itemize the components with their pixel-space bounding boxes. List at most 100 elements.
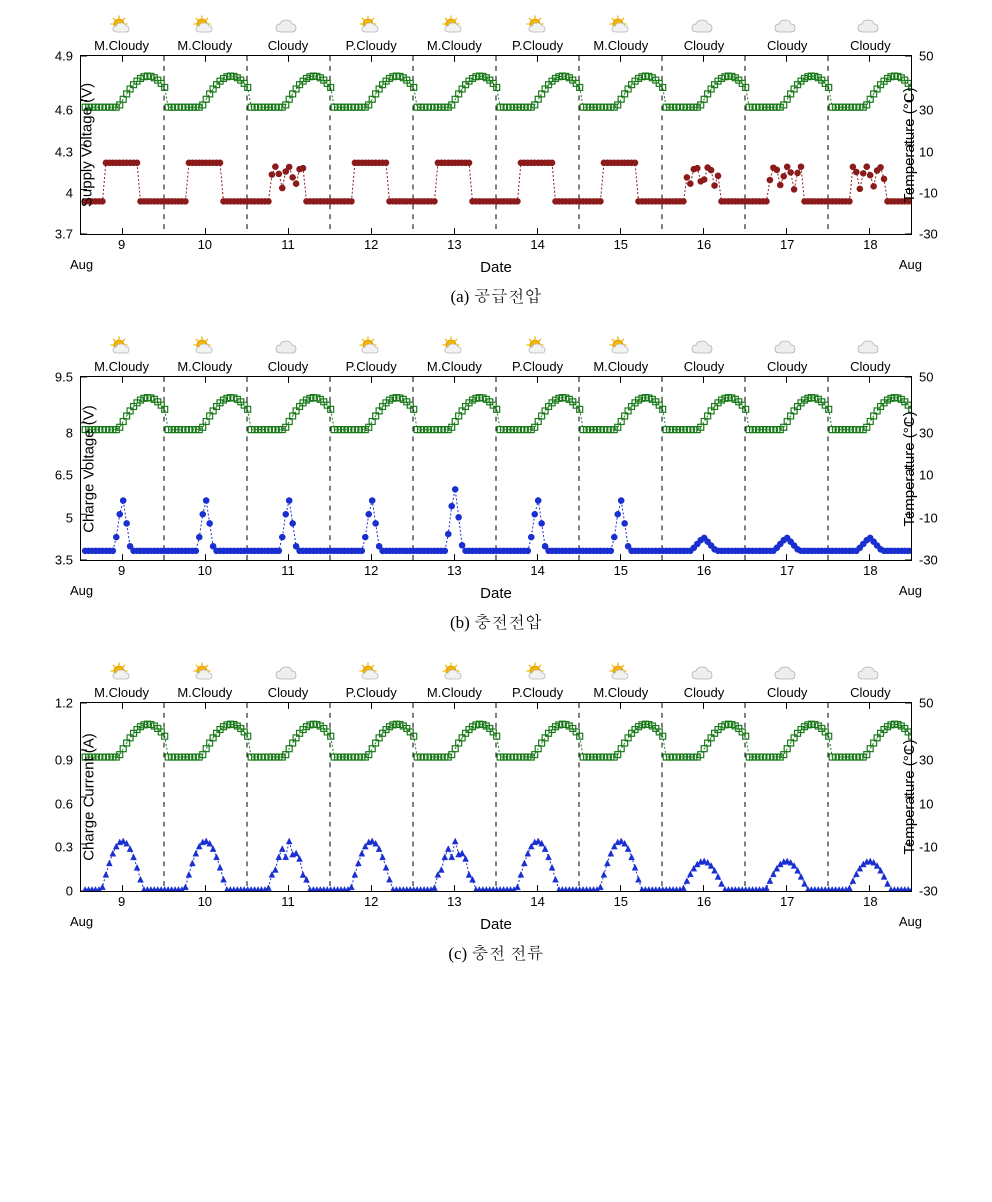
weather-label: M.Cloudy [177,685,232,700]
x-month-left: Aug [70,914,93,929]
cloudy-weather-icon [689,661,719,685]
y-axis-left-label: Charge Current (A) [80,733,97,861]
figure: M.Cloudy M.Cloudy Cloudy P.Cloudy M.Cloudy P.… [10,10,982,964]
cloudy-weather-icon [855,14,885,38]
y-axis-left: 9.586.553.5 [55,377,73,560]
weather-label: P.Cloudy [512,38,563,53]
y-tick: 0.9 [55,753,73,766]
cloudy-weather-icon [273,335,303,359]
y-axis-left: 1.20.90.60.30 [55,703,73,891]
x-axis-row: 9101112131415161718 [80,894,912,914]
y-tick: -30 [919,885,938,898]
y-axis-right-label: Temperature (°C) [901,411,918,526]
x-tick: 11 [281,894,295,909]
partly-weather-icon [190,14,220,38]
x-month-right: Aug [899,583,922,598]
weather-label: Cloudy [767,359,807,374]
y-tick: -10 [919,511,938,524]
x-tick: 10 [198,894,212,909]
weather-label: M.Cloudy [593,359,648,374]
partly-weather-icon [107,14,137,38]
x-tick: 15 [614,563,628,578]
panel-supply: M.CloudyM.CloudyCloudyP.CloudyM.CloudyP.… [10,10,982,307]
weather-label: Cloudy [684,359,724,374]
x-tick: 17 [780,237,794,252]
y-tick: -30 [919,554,938,567]
plot-wrap: M.CloudyM.CloudyCloudyP.CloudyM.CloudyP.… [80,10,912,275]
y-axis-right-label: Temperature (°C) [901,87,918,202]
partly-weather-icon [439,14,469,38]
weather-label: P.Cloudy [346,359,397,374]
weather-label: M.Cloudy [177,359,232,374]
x-month-left: Aug [70,257,93,272]
weather-icon-row [80,10,912,38]
partly-weather-icon [523,14,553,38]
partly-weather-icon [356,661,386,685]
weather-label: M.Cloudy [94,38,149,53]
y-axis-left-label: Supply Voltage (V) [79,83,96,207]
series-markers [82,486,911,553]
x-tick: 14 [530,237,544,252]
weather-label-row: M.CloudyM.CloudyCloudyP.CloudyM.CloudyP.… [80,359,912,374]
partly-weather-icon [606,14,636,38]
y-tick: 4.3 [55,145,73,158]
weather-icon-row [80,657,912,685]
cloudy-weather-icon [772,14,802,38]
x-tick: 12 [364,894,378,909]
weather-label: Cloudy [850,359,890,374]
series-markers [82,838,911,891]
x-tick: 17 [780,563,794,578]
x-tick: 9 [118,237,125,252]
plot-area: 9.586.553.5503010-10-30Charge Voltage (V… [80,376,912,561]
x-tick: 12 [364,563,378,578]
weather-label: M.Cloudy [94,359,149,374]
plot-wrap: M.CloudyM.CloudyCloudyP.CloudyM.CloudyP.… [80,331,912,601]
partly-weather-icon [523,335,553,359]
plot-area: 1.20.90.60.30503010-10-30Charge Current … [80,702,912,892]
y-tick: 8 [66,426,73,439]
partly-weather-icon [523,661,553,685]
partly-weather-icon [107,661,137,685]
x-month-right: Aug [899,257,922,272]
partly-weather-icon [606,661,636,685]
weather-label: Cloudy [684,685,724,700]
x-tick: 16 [697,894,711,909]
weather-label: P.Cloudy [346,38,397,53]
partly-weather-icon [439,335,469,359]
weather-label: P.Cloudy [346,685,397,700]
x-tick: 18 [863,563,877,578]
panel-caption: (b) 충전전압 [10,609,982,633]
x-axis-label: Date [480,916,512,933]
x-month-left: Aug [70,583,93,598]
x-tick: 9 [118,894,125,909]
weather-label: M.Cloudy [427,685,482,700]
y-axis-right: 503010-10-30 [919,703,938,891]
x-tick: 14 [530,894,544,909]
weather-label: Cloudy [268,38,308,53]
weather-label: P.Cloudy [512,685,563,700]
cloudy-weather-icon [855,335,885,359]
plot-area: 4.94.64.343.7503010-10-30Supply Voltage … [80,55,912,235]
weather-label: Cloudy [767,685,807,700]
partly-weather-icon [190,335,220,359]
partly-weather-icon [356,14,386,38]
x-tick: 10 [198,563,212,578]
y-tick: 30 [919,753,933,766]
x-tick: 10 [198,237,212,252]
partly-weather-icon [606,335,636,359]
y-tick: 9.5 [55,371,73,384]
y-tick: 30 [919,426,933,439]
weather-label: Cloudy [850,38,890,53]
x-tick: 16 [697,237,711,252]
series-markers [82,73,911,110]
x-axis-label: Date [480,585,512,602]
y-tick: 4.6 [55,104,73,117]
weather-label: M.Cloudy [593,685,648,700]
x-month-row: AugDateAug [80,914,912,932]
y-tick: 50 [919,371,933,384]
partly-weather-icon [190,661,220,685]
y-tick: 10 [919,145,933,158]
partly-weather-icon [107,335,137,359]
panel-charge_i: M.Cloudy M.Cloudy Cloudy P.Cloudy M.Cloudy P.… [10,657,982,964]
y-tick: -10 [919,186,938,199]
